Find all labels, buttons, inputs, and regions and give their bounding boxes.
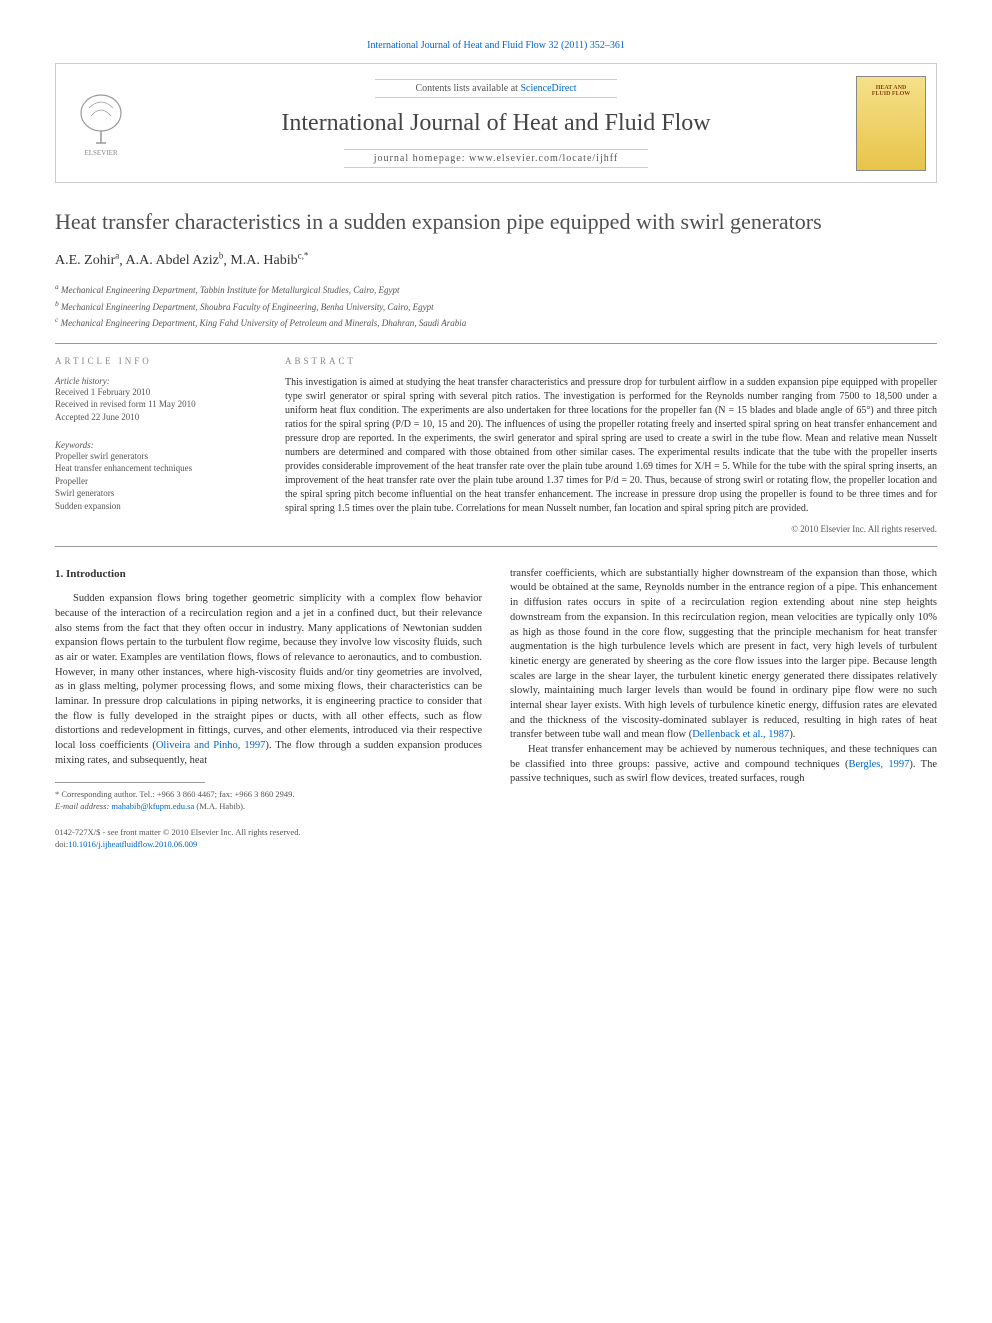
keyword-3: Propeller xyxy=(55,475,255,488)
bottom-meta: 0142-727X/$ - see front matter © 2010 El… xyxy=(55,827,482,851)
author-2: A.A. Abdel Azizb xyxy=(126,253,224,268)
column-right: transfer coefficients, which are substan… xyxy=(510,567,937,851)
history-revised: Received in revised form 11 May 2010 xyxy=(55,398,255,411)
issn-line: 0142-727X/$ - see front matter © 2010 El… xyxy=(55,827,482,839)
article-title: Heat transfer characteristics in a sudde… xyxy=(55,208,937,237)
top-citation: International Journal of Heat and Fluid … xyxy=(55,40,937,51)
svg-text:ELSEVIER: ELSEVIER xyxy=(84,149,117,157)
journal-homepage: journal homepage: www.elsevier.com/locat… xyxy=(344,149,648,168)
intro-para-1-cont: transfer coefficients, which are substan… xyxy=(510,567,937,743)
corresponding-author-note: * Corresponding author. Tel.: +966 3 860… xyxy=(55,789,482,813)
header-center: Contents lists available at ScienceDirec… xyxy=(146,64,846,182)
affiliation-b: b Mechanical Engineering Department, Sho… xyxy=(55,298,937,315)
ref-bergles-1997[interactable]: Bergles, 1997 xyxy=(849,759,910,770)
doi-link[interactable]: 10.1016/j.ijheatfluidflow.2010.06.009 xyxy=(68,839,197,849)
abstract-text: This investigation is aimed at studying … xyxy=(285,376,937,516)
intro-para-2: Heat transfer enhancement may be achieve… xyxy=(510,743,937,787)
abstract-copyright: © 2010 Elsevier Inc. All rights reserved… xyxy=(285,524,937,534)
cover-cell: HEAT AND FLUID FLOW xyxy=(846,64,936,182)
keyword-4: Swirl generators xyxy=(55,487,255,500)
affiliations: a Mechanical Engineering Department, Tab… xyxy=(55,281,937,331)
journal-name: International Journal of Heat and Fluid … xyxy=(281,110,710,137)
divider-rule xyxy=(55,343,937,344)
history-accepted: Accepted 22 June 2010 xyxy=(55,411,255,424)
ref-dellenback-1987[interactable]: Dellenback et al., 1987 xyxy=(692,729,789,740)
footnote-rule xyxy=(55,782,205,783)
author-list: A.E. Zohira, A.A. Abdel Azizb, M.A. Habi… xyxy=(55,251,937,270)
body-columns: 1. Introduction Sudden expansion flows b… xyxy=(55,567,937,851)
affiliation-c: c Mechanical Engineering Department, Kin… xyxy=(55,314,937,331)
keyword-2: Heat transfer enhancement techniques xyxy=(55,462,255,475)
history-label: Article history: xyxy=(55,376,255,386)
divider-rule-2 xyxy=(55,546,937,547)
meta-row: ARTICLE INFO Article history: Received 1… xyxy=(55,356,937,534)
sciencedirect-link[interactable]: ScienceDirect xyxy=(520,83,576,94)
author-3: M.A. Habibc,* xyxy=(230,253,308,268)
citation-link[interactable]: International Journal of Heat and Fluid … xyxy=(367,40,625,51)
affiliation-a: a Mechanical Engineering Department, Tab… xyxy=(55,281,937,298)
column-left: 1. Introduction Sudden expansion flows b… xyxy=(55,567,482,851)
abstract-block: ABSTRACT This investigation is aimed at … xyxy=(285,356,937,534)
email-label: E-mail address: xyxy=(55,801,109,811)
corr-email-link[interactable]: mahabib@kfupm.edu.sa xyxy=(111,801,194,811)
abstract-label: ABSTRACT xyxy=(285,356,937,366)
keyword-5: Sudden expansion xyxy=(55,500,255,513)
doi-line: doi:10.1016/j.ijheatfluidflow.2010.06.00… xyxy=(55,839,482,851)
publisher-logo-cell: ELSEVIER xyxy=(56,64,146,182)
keyword-1: Propeller swirl generators xyxy=(55,450,255,463)
contents-prefix: Contents lists available at xyxy=(415,83,520,94)
article-info-block: ARTICLE INFO Article history: Received 1… xyxy=(55,356,255,534)
cover-line2: FLUID FLOW xyxy=(872,91,911,97)
section-1-heading: 1. Introduction xyxy=(55,567,482,582)
history-received: Received 1 February 2010 xyxy=(55,386,255,399)
corr-phone-fax: * Corresponding author. Tel.: +966 3 860… xyxy=(55,789,482,801)
journal-cover-thumbnail: HEAT AND FLUID FLOW xyxy=(856,76,926,171)
keywords-label: Keywords: xyxy=(55,440,255,450)
article-info-label: ARTICLE INFO xyxy=(55,356,255,366)
journal-header-box: ELSEVIER Contents lists available at Sci… xyxy=(55,63,937,183)
intro-para-1: Sudden expansion flows bring together ge… xyxy=(55,592,482,768)
contents-line: Contents lists available at ScienceDirec… xyxy=(375,79,616,98)
corr-email-line: E-mail address: mahabib@kfupm.edu.sa (M.… xyxy=(55,801,482,813)
email-suffix: (M.A. Habib). xyxy=(196,801,245,811)
page-container: International Journal of Heat and Fluid … xyxy=(0,0,992,881)
ref-oliveira-pinho-1997[interactable]: Oliveira and Pinho, 1997 xyxy=(156,740,266,751)
elsevier-tree-icon: ELSEVIER xyxy=(71,88,131,158)
author-1: A.E. Zohira xyxy=(55,253,119,268)
